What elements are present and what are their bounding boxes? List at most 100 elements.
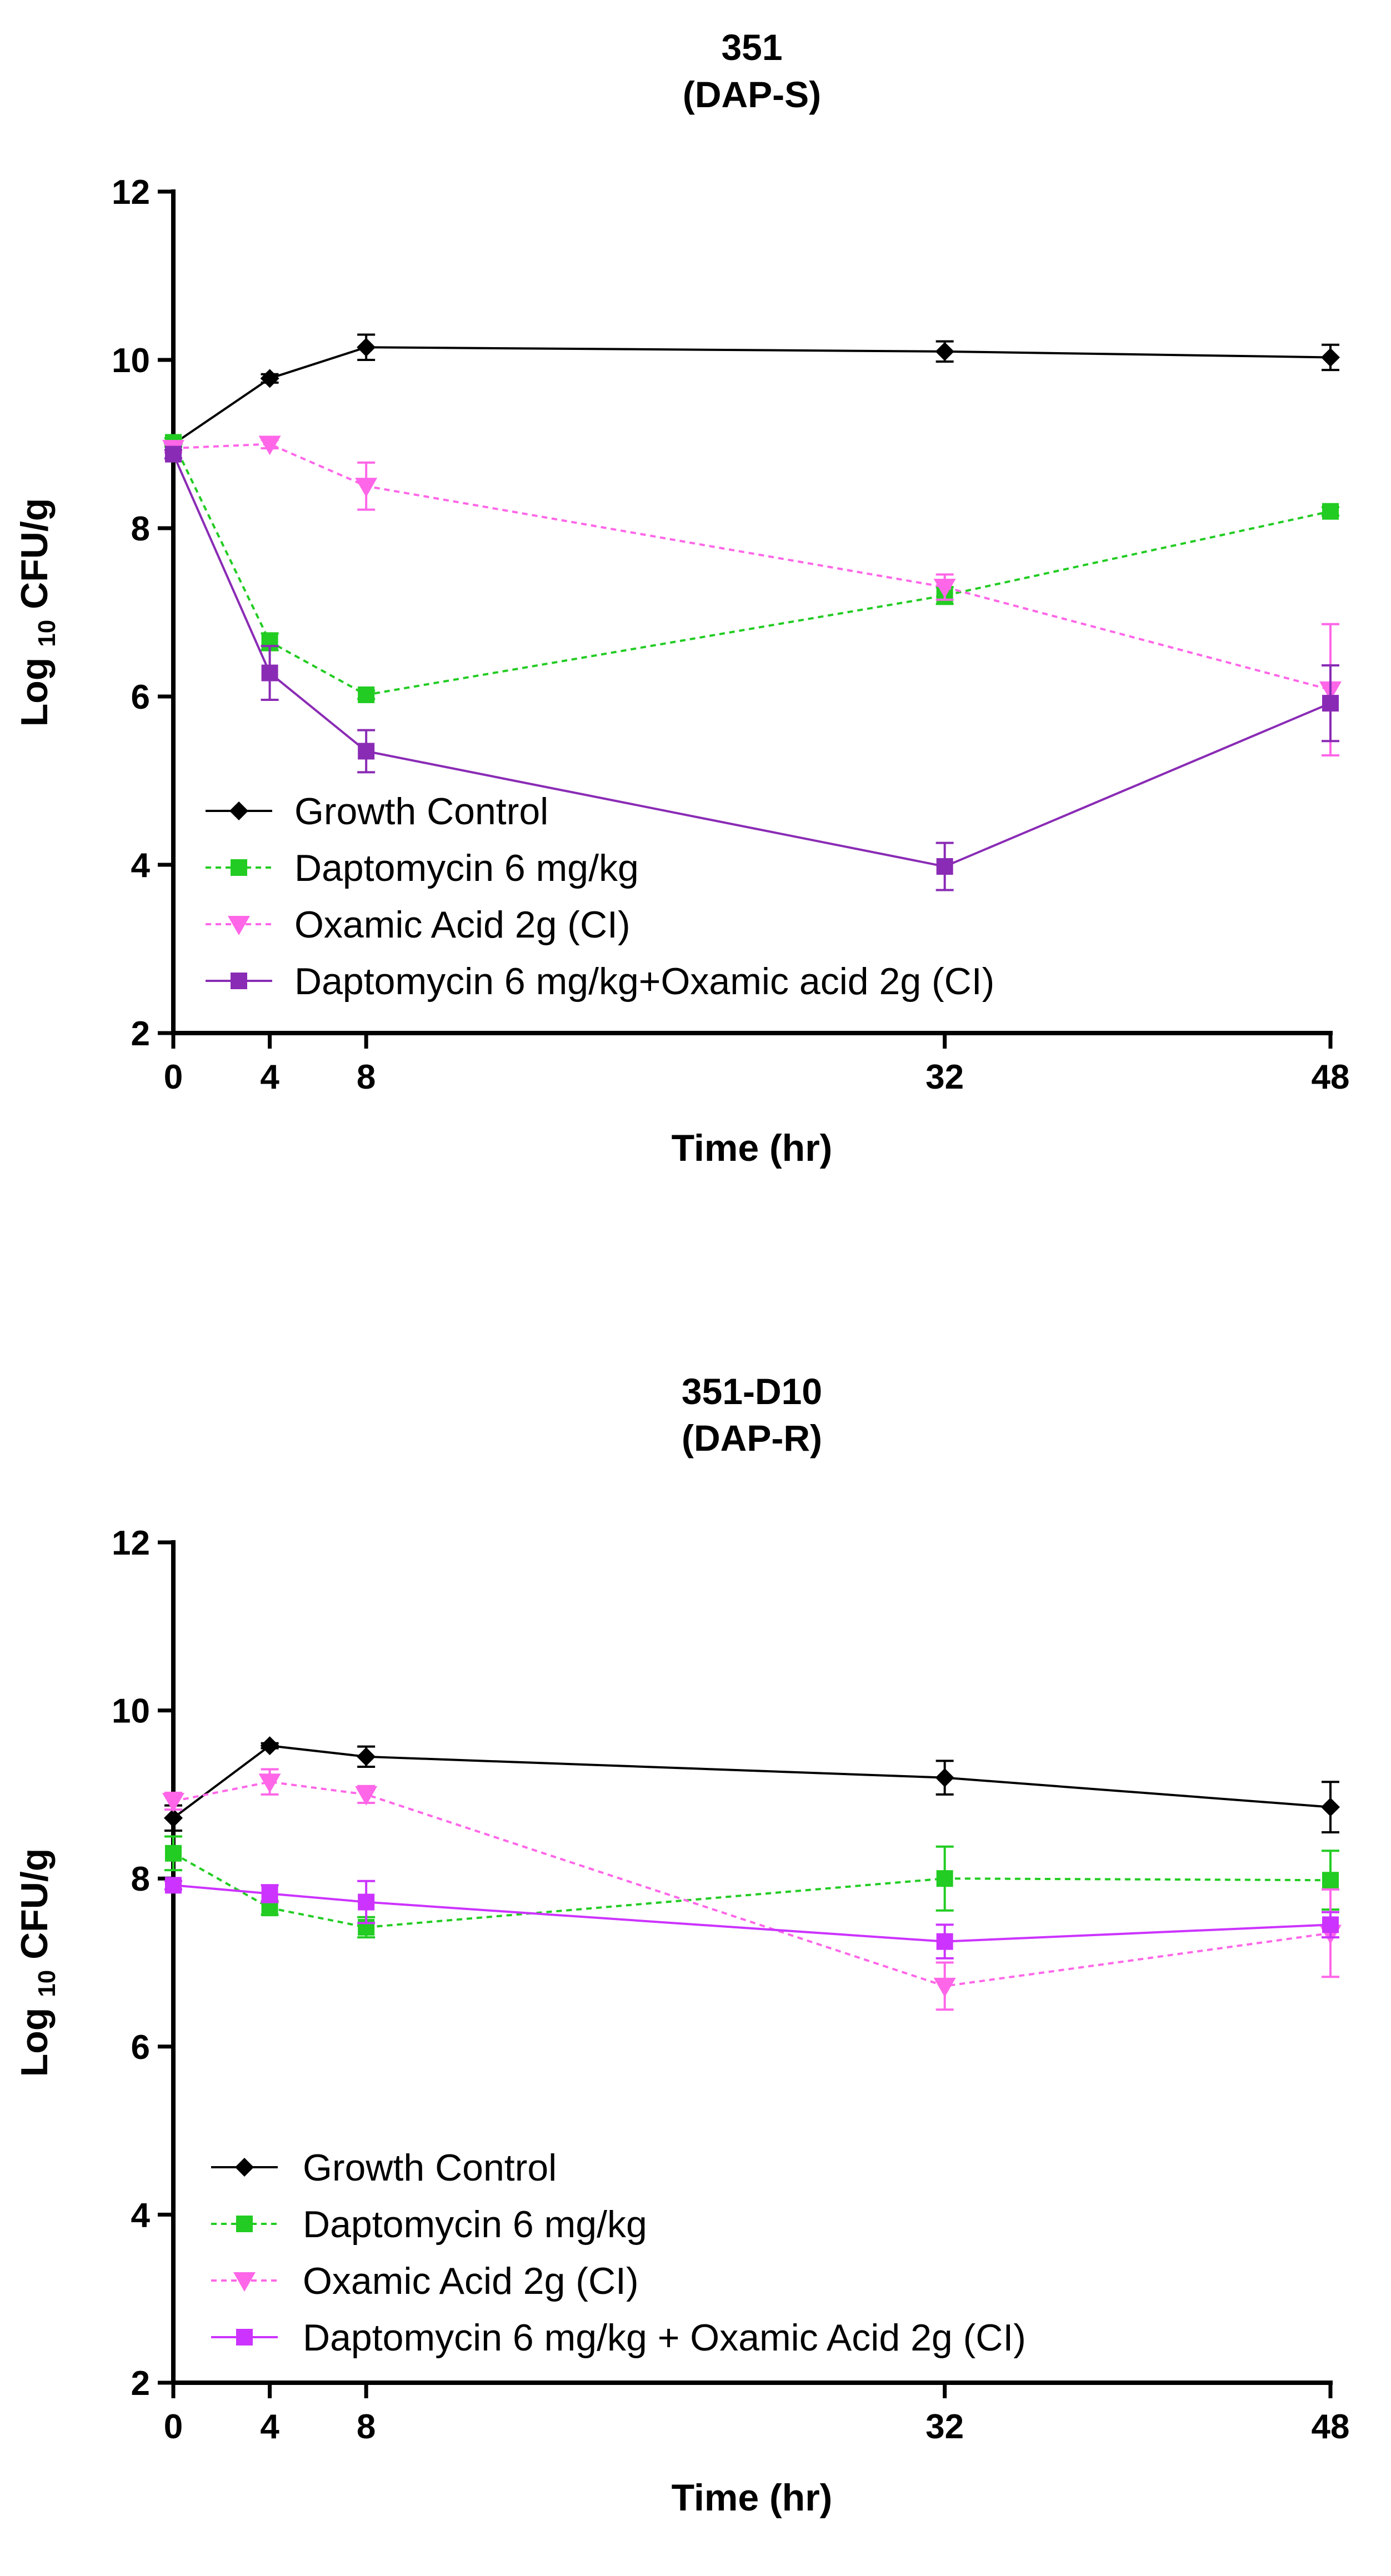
data-point: [355, 1786, 378, 1806]
data-point: [357, 1747, 376, 1766]
legend-entry-daptomycin-6-mg-kg-oxamic-acid-2g-ci: Daptomycin 6 mg/kg + Oxamic Acid 2g (CI): [211, 2317, 1026, 2359]
legend-label: Daptomycin 6 mg/kg: [294, 847, 639, 889]
legend-entry-growth-control: Growth Control: [206, 790, 548, 833]
chart-subtitle: (DAP-R): [682, 1417, 822, 1459]
legend-label: Daptomycin 6 mg/kg: [303, 2203, 647, 2246]
series-line: [172, 1745, 1331, 1819]
legend-label: Daptomycin 6 mg/kg+Oxamic acid 2g (CI): [294, 960, 994, 1003]
series-line: [173, 1884, 1331, 1943]
series-line: [172, 442, 1331, 696]
legend-marker: [231, 859, 247, 876]
x-axis-label: Time (hr): [672, 1127, 833, 1169]
y-tick-label: 6: [131, 2028, 150, 2067]
legend-label: Oxamic Acid 2g (CI): [294, 904, 631, 946]
y-tick-label: 12: [112, 1524, 150, 1562]
x-tick-label: 0: [164, 1058, 183, 1096]
data-point: [1321, 1797, 1340, 1817]
data-point: [1322, 1872, 1339, 1889]
data-point: [260, 369, 279, 388]
chart-subtitle: (DAP-S): [683, 74, 821, 115]
legend-marker: [236, 2329, 253, 2346]
x-tick-label: 0: [164, 2408, 183, 2446]
data-point: [358, 686, 375, 703]
data-point: [1321, 348, 1340, 367]
series-daptomycin-6-mg-kg-oxamic-acid-2g-ci: [164, 1877, 1339, 1959]
legend-entry-daptomycin-6-mg-kg: Daptomycin 6 mg/kg: [206, 847, 639, 889]
data-point: [355, 478, 378, 498]
y-tick-label: 12: [112, 173, 150, 212]
legend-marker: [231, 973, 247, 989]
series-oxamic-acid-2g-ci: [162, 1768, 1342, 2011]
y-tick-label: 8: [131, 1860, 150, 1898]
y-tick-label: 10: [112, 1692, 150, 1731]
data-point: [1322, 1916, 1339, 1933]
x-tick-label: 32: [925, 1058, 964, 1096]
y-tick-label: 10: [112, 342, 150, 380]
data-point: [1322, 695, 1339, 712]
legend-label: Oxamic Acid 2g (CI): [303, 2260, 639, 2302]
series-daptomycin-6-mg-kg-oxamic-acid-2g-ci: [164, 445, 1339, 891]
y-tick-label: 4: [131, 2196, 151, 2234]
y-tick-label: 6: [131, 678, 150, 716]
y-tick-label: 4: [131, 846, 151, 885]
x-tick-label: 4: [260, 1058, 279, 1096]
data-point: [936, 1933, 953, 1950]
data-point: [260, 1736, 279, 1756]
legend-marker: [233, 2272, 256, 2292]
legend-marker: [228, 916, 250, 935]
legend-marker: [236, 2216, 253, 2232]
data-point: [165, 445, 182, 463]
legend-marker: [235, 2158, 254, 2177]
chart-title: 351: [721, 27, 782, 68]
y-axis-label: Log 10 CFU/g: [13, 498, 61, 727]
series-line: [173, 1852, 1331, 1928]
legend-entry-daptomycin-6-mg-kg-oxamic-acid-2g-ci: Daptomycin 6 mg/kg+Oxamic acid 2g (CI): [206, 960, 994, 1003]
data-point: [357, 338, 376, 357]
data-point: [933, 1977, 956, 1997]
y-tick-label: 8: [131, 510, 150, 548]
data-point: [935, 342, 954, 361]
x-tick-label: 8: [357, 2408, 376, 2446]
data-point: [165, 1877, 182, 1894]
legend-entry-oxamic-acid-2g-ci: Oxamic Acid 2g (CI): [211, 2260, 639, 2302]
data-point: [261, 664, 278, 681]
y-tick-label: 2: [131, 2364, 150, 2403]
data-point: [936, 858, 953, 875]
series-line: [173, 443, 1331, 691]
data-point: [933, 579, 956, 599]
data-point: [935, 1768, 954, 1787]
legend-label: Growth Control: [303, 2147, 557, 2189]
y-axis-label: Log 10 CFU/g: [13, 1848, 61, 2077]
data-point: [261, 1885, 278, 1902]
data-point: [936, 1870, 953, 1887]
data-point: [258, 1773, 281, 1793]
data-point: [258, 435, 281, 455]
chart-title: 351-D10: [682, 1371, 822, 1412]
series-growth-control: [164, 333, 1340, 454]
data-point: [162, 1793, 184, 1813]
legend-label: Daptomycin 6 mg/kg + Oxamic Acid 2g (CI): [303, 2317, 1026, 2359]
data-point: [164, 1808, 183, 1828]
legend-label: Growth Control: [294, 790, 548, 833]
data-point: [358, 743, 375, 760]
x-tick-label: 8: [357, 1058, 376, 1096]
x-axis-label: Time (hr): [672, 2477, 833, 2519]
legend-entry-growth-control: Growth Control: [211, 2147, 557, 2189]
series-growth-control: [164, 1736, 1340, 1833]
x-tick-label: 48: [1312, 1058, 1350, 1096]
x-tick-label: 4: [260, 2408, 279, 2446]
series-line: [172, 346, 1331, 445]
legend-marker: [229, 801, 248, 820]
data-point: [165, 1845, 182, 1862]
series-line: [173, 1781, 1331, 1987]
y-tick-label: 2: [131, 1015, 150, 1053]
data-point: [1322, 503, 1339, 520]
data-point: [358, 1893, 375, 1911]
x-tick-label: 32: [925, 2408, 964, 2446]
series-oxamic-acid-2g-ci: [162, 435, 1342, 757]
legend-entry-daptomycin-6-mg-kg: Daptomycin 6 mg/kg: [211, 2203, 647, 2246]
legend-entry-oxamic-acid-2g-ci: Oxamic Acid 2g (CI): [206, 904, 631, 946]
